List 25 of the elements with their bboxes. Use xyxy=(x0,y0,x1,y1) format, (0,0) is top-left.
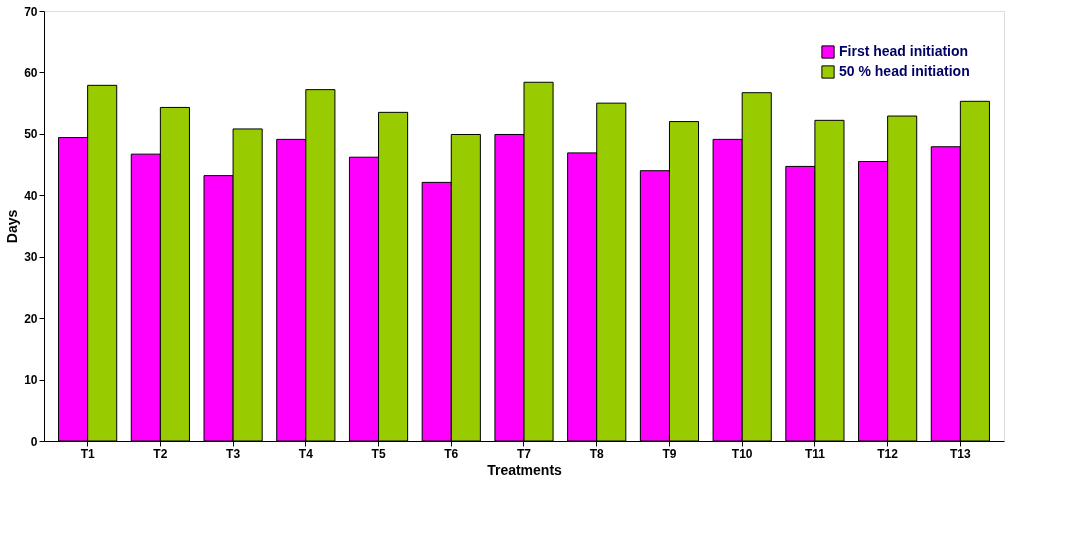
legend-label: 50 % head initiation xyxy=(839,63,970,79)
x-tick-label: T7 xyxy=(516,446,532,461)
x-tick-label: T2 xyxy=(153,446,168,461)
y-tick-label: 0 xyxy=(30,434,38,449)
x-tick-label: T5 xyxy=(371,446,386,461)
y-tick-label: 70 xyxy=(24,4,38,19)
x-tick-label: T9 xyxy=(662,446,677,461)
y-tick-label: 10 xyxy=(24,373,38,388)
legend-label: First head initiation xyxy=(839,43,969,59)
y-axis-title: Days xyxy=(4,209,21,244)
x-axis-title: Treatments xyxy=(487,461,563,478)
x-tick-label: T12 xyxy=(877,446,899,461)
y-tick-label: 60 xyxy=(24,65,38,80)
x-tick-label: T6 xyxy=(444,446,459,461)
x-tick-label: T8 xyxy=(589,446,605,461)
x-tick-label: T10 xyxy=(731,446,753,461)
y-tick-label: 40 xyxy=(24,188,38,203)
y-tick-label: 50 xyxy=(24,127,38,142)
y-tick-label: 20 xyxy=(24,311,38,326)
x-tick-label: T1 xyxy=(80,446,95,461)
x-tick-label: T13 xyxy=(950,446,972,461)
x-tick-label: T11 xyxy=(804,446,826,461)
y-tick-label: 30 xyxy=(24,250,38,265)
x-tick-label: T4 xyxy=(298,446,314,461)
x-tick-label: T3 xyxy=(226,446,241,461)
